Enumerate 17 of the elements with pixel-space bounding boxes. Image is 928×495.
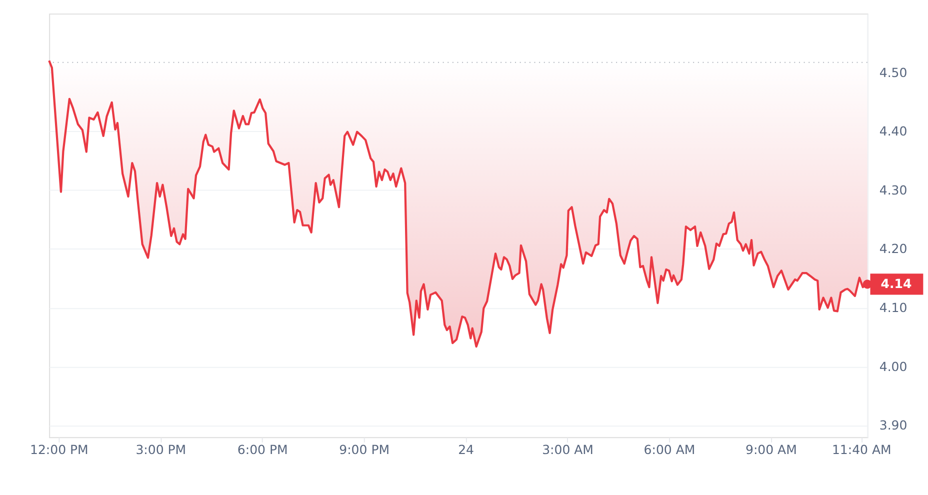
- x-tick-label: 3:00 PM: [136, 442, 186, 458]
- y-tick-label: 3.90: [879, 418, 908, 433]
- x-tick-label: 3:00 AM: [542, 442, 594, 458]
- x-tick-label: 6:00 AM: [644, 442, 696, 458]
- y-tick-label: 4.00: [879, 358, 908, 374]
- annotation: 4.14: [880, 276, 912, 292]
- y-tick-label: 4.10: [879, 300, 908, 316]
- x-tick-label: 9:00 PM: [339, 442, 390, 458]
- y-tick-label: 4.50: [879, 64, 908, 80]
- x-tick-label: 11:40 AM: [832, 442, 892, 458]
- y-tick-label: 4.30: [879, 182, 908, 198]
- x-tick-label: 6:00 PM: [237, 442, 288, 458]
- y-tick-label: 4.20: [879, 241, 908, 256]
- x-tick-label: 24: [458, 442, 474, 458]
- y-tick-label: 4.40: [879, 124, 908, 139]
- x-tick-label: 12:00 PM: [30, 442, 88, 458]
- x-tick-label: 9:00 AM: [746, 442, 797, 458]
